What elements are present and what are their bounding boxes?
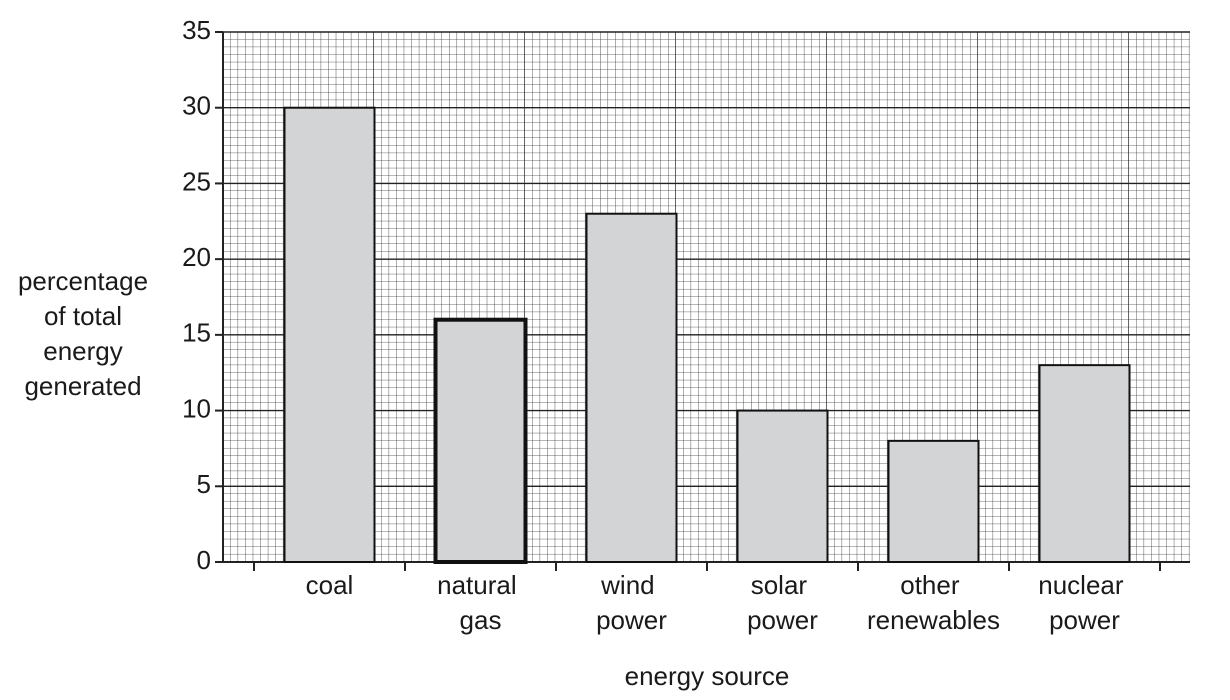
bar <box>283 106 376 563</box>
bar <box>585 212 678 563</box>
x-tick-label: other renewables <box>867 570 1000 635</box>
x-tick-label: natural gas <box>437 570 524 635</box>
y-tick-label: 5 <box>197 469 211 499</box>
bar <box>736 409 829 564</box>
y-axis-label: of total <box>44 301 122 331</box>
major-grid <box>223 32 1190 562</box>
y-tick-label: 20 <box>182 242 211 272</box>
bar <box>887 439 980 564</box>
y-tick-label: 25 <box>182 166 211 196</box>
x-tick-label: coal <box>306 570 354 600</box>
y-tick-label: 0 <box>197 545 211 575</box>
bar <box>433 317 528 565</box>
x-tick-label: solar power <box>747 570 818 635</box>
y-axis-label: energy <box>43 336 123 366</box>
x-tick-label: nuclear power <box>1038 570 1131 635</box>
x-axis-label: energy source <box>625 661 790 691</box>
bar <box>1038 364 1131 563</box>
y-tick-label: 30 <box>182 91 211 121</box>
x-tick-label: wind power <box>596 570 667 635</box>
y-tick-label: 10 <box>182 393 211 423</box>
y-tick-label: 35 <box>182 15 211 45</box>
y-axis-label: generated <box>24 371 141 401</box>
y-axis-label: percentage <box>18 266 148 296</box>
y-tick-label: 15 <box>182 318 211 348</box>
